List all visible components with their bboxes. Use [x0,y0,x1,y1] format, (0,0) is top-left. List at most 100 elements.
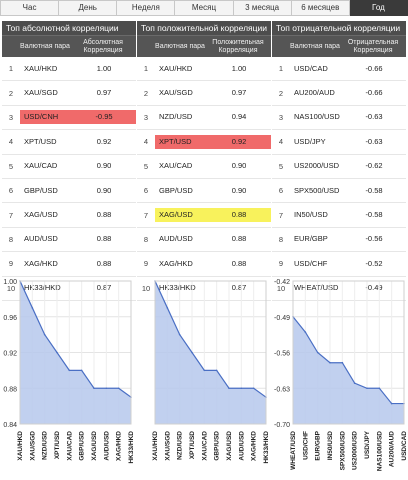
row-pair: XAU/CAD [159,161,193,171]
table-header: Валютная пара Абсолютная Корреляция [2,35,136,57]
row-pair: XAG/USD [155,208,213,223]
table-row[interactable]: 6 GBP/USD 0.90 [2,179,136,204]
row-pair: AUD/USD [24,234,58,244]
row-pair: XAU/HKD [159,63,193,73]
table-row[interactable]: 6 SPX500/USD -0.58 [272,179,406,204]
data-point [316,351,319,354]
panel-title: Топ отрицательной корреляции [272,21,406,35]
data-point [43,333,46,336]
x-tick-label: GBP/USD [79,431,86,461]
row-pair: NAS100/USD [294,112,340,122]
table-row[interactable]: 7 IN50/USD -0.58 [272,203,406,228]
panel-title: Топ абсолютной корреляции [2,21,136,35]
row-pair: GBP/USD [24,185,58,195]
table-row[interactable]: 2 XAU/SGD 0.97 [137,81,271,106]
table-row[interactable]: 5 XAU/CAD 0.90 [137,155,271,179]
x-tick-label: WHEAT/USD [290,431,297,470]
row-pair: SPX500/USD [294,185,340,195]
tab-period-5[interactable]: 6 месяцев [291,0,350,16]
column-header-correlation: Отрицательная Корреляция [347,38,399,54]
row-rank: 6 [278,186,284,196]
row-rank: 7 [278,210,284,220]
row-correlation: 0.94 [231,112,247,122]
table-row[interactable]: 4 USD/JPY -0.63 [272,130,406,155]
table-row[interactable]: 3 NZD/USD 0.94 [137,106,271,131]
y-tick-label: -0.63 [274,386,290,393]
row-correlation: 0.97 [231,88,247,98]
row-pair: HK33/HKD [24,283,61,293]
row-rank: 2 [143,88,149,98]
table-row[interactable]: 8 AUD/USD 0.88 [137,228,271,253]
row-rank: 10 [141,283,151,293]
data-point [80,369,83,372]
table-row[interactable]: 3 NAS100/USD -0.63 [272,106,406,131]
tab-period-3[interactable]: Месяц [175,0,234,16]
table-row[interactable]: 2 AU200/AUD -0.66 [272,81,406,106]
table-row[interactable]: 9 XAG/HKD 0.88 [2,252,136,277]
row-rank: 6 [143,186,149,196]
panel-title: Топ положительной корреляции [137,21,271,35]
data-point [178,333,181,336]
row-rank: 8 [278,234,284,244]
row-correlation: 0.88 [231,234,247,244]
x-tick-label: AUD/USD [238,431,245,461]
table-row[interactable]: 4 XPT/USD 0.92 [137,130,271,155]
table-row[interactable]: 7 XAG/USD 0.88 [2,203,136,228]
x-tick-label: USD/CHF [302,431,309,460]
row-rank: 5 [8,161,14,171]
data-point [366,387,368,390]
row-rank: 8 [143,234,149,244]
column-header-correlation: Положительная Корреляция [212,38,264,54]
row-correlation: 0.88 [96,234,112,244]
data-point [304,331,307,333]
table-row[interactable]: 4 XPT/USD 0.92 [2,130,136,155]
row-correlation: -0.58 [365,185,383,195]
y-tick-label: -0.70 [274,422,290,429]
row-rank: 2 [278,88,284,98]
table-header: Валютная пара Отрицательная Корреляция [272,35,406,57]
table-row[interactable]: 8 EUR/GBP -0.56 [272,228,406,253]
x-tick-label: USD/CAD [401,431,408,461]
table-row[interactable]: 10 WHEAT/USD -0.49 [272,277,406,301]
area-line [19,280,132,398]
x-tick-label: NZD/USD [177,431,184,460]
row-correlation: 0.88 [213,208,271,223]
table-row[interactable]: 5 XAU/CAD 0.90 [2,155,136,179]
tab-period-2[interactable]: Неделя [117,0,176,16]
x-tick-label: XPT/USD [189,431,196,459]
table-row[interactable]: 7 XAG/USD 0.88 [137,203,271,228]
data-point [353,382,356,384]
table-row[interactable]: 9 XAG/HKD 0.88 [137,252,271,277]
row-correlation: 0.88 [231,258,247,268]
table-row[interactable]: 6 GBP/USD 0.90 [137,179,271,204]
tab-period-0[interactable]: Час [0,0,60,16]
y-tick-label: 1.00 [3,279,17,286]
data-point [191,351,193,354]
table-row[interactable]: 9 USD/CHF -0.52 [272,252,406,277]
x-tick-label: NAS100/USD [376,431,383,471]
table-row[interactable]: 1 USD/CAD -0.66 [272,57,406,82]
row-pair: EUR/GBP [294,234,328,244]
table-row[interactable]: 5 US2000/USD -0.62 [272,155,406,179]
tab-period-4[interactable]: 3 месяца [233,0,292,16]
table-row[interactable]: 3 USD/CNH -0.95 [2,106,136,131]
table-row[interactable]: 8 AUD/USD 0.88 [2,228,136,253]
row-pair: US2000/USD [294,161,340,171]
column-header-pair: Валютная пара [290,42,340,50]
row-pair: XAU/SGD [159,88,193,98]
tab-period-6[interactable]: Год [349,0,408,16]
x-tick-label: XAG/HKD [251,431,258,461]
tab-period-1[interactable]: День [59,0,118,16]
table-row[interactable]: 1 XAU/HKD 1.00 [137,57,271,82]
table-row[interactable]: 1 XAU/HKD 1.00 [2,57,136,82]
row-rank: 6 [8,186,14,196]
data-point [105,387,108,390]
data-point [378,387,381,390]
table-header: Валютная пара Положительная Корреляция [137,35,271,57]
row-pair: XAU/CAD [24,161,58,171]
row-rank: 4 [8,137,14,147]
row-rank: 2 [8,88,14,98]
table-row[interactable]: 2 XAU/SGD 0.97 [2,81,136,106]
row-rank: 7 [143,210,149,220]
row-pair: USD/CNH [20,110,78,125]
